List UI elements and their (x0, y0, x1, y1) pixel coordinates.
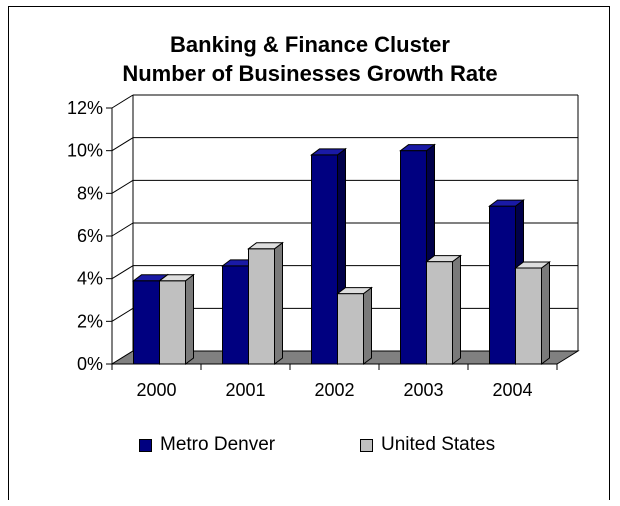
y-tick-label: 0% (77, 354, 103, 374)
bar-front (311, 154, 338, 365)
x-tick-label: 2000 (136, 380, 176, 400)
legend-swatch-metro-denver (139, 438, 152, 452)
bar-top (514, 261, 551, 269)
chart-title: Banking & Finance Cluster Number of Busi… (0, 30, 620, 88)
bar-front (248, 248, 275, 365)
y-tick-label: 2% (77, 311, 103, 331)
bar-front (222, 265, 249, 365)
bar-top (247, 242, 284, 250)
gridline-diagonal (111, 307, 134, 322)
bar-front (159, 280, 186, 365)
bar-front (426, 261, 453, 365)
bar-side (274, 241, 283, 365)
legend-label-united-states: United States (381, 434, 496, 455)
bar-front (489, 205, 516, 365)
gridline-diagonal (111, 265, 134, 280)
y-tick-label: 10% (67, 141, 103, 161)
bar-top (158, 274, 195, 282)
bar-front (337, 293, 364, 365)
y-tick-label: 4% (77, 269, 103, 289)
chart-title-line-2: Number of Businesses Growth Rate (122, 61, 498, 86)
y-tick-label: 8% (77, 183, 103, 203)
bar-side (541, 261, 550, 365)
x-tick-label: 2003 (403, 380, 443, 400)
gridline-diagonal (111, 137, 134, 152)
x-tick-label: 2004 (492, 380, 532, 400)
bar-side (363, 286, 372, 365)
y-tick-label: 6% (77, 226, 103, 246)
legend-item-united-states: United States (360, 434, 495, 456)
bar-side (452, 254, 461, 365)
legend-swatch-united-states (360, 438, 373, 452)
chart-title-line-1: Banking & Finance Cluster (170, 32, 450, 57)
bar-top (336, 287, 373, 295)
bar-front (515, 267, 542, 365)
bar-top (488, 199, 525, 207)
gridline-diagonal (111, 94, 134, 109)
x-tick-label: 2001 (225, 380, 265, 400)
bar-front (400, 150, 427, 365)
gridline-diagonal (111, 222, 134, 237)
x-tick-label: 2002 (314, 380, 354, 400)
bar-top (425, 255, 462, 263)
bar-top (399, 144, 436, 152)
bar-side (185, 273, 194, 365)
legend-item-metro-denver: Metro Denver (139, 434, 275, 456)
gridline-diagonal (111, 179, 134, 194)
legend: Metro Denver United States (0, 434, 620, 458)
bar-front (133, 280, 160, 365)
y-tick-label: 12% (67, 98, 103, 118)
bar-top (310, 148, 347, 156)
chart-frame (8, 6, 610, 500)
legend-label-metro-denver: Metro Denver (160, 434, 276, 455)
